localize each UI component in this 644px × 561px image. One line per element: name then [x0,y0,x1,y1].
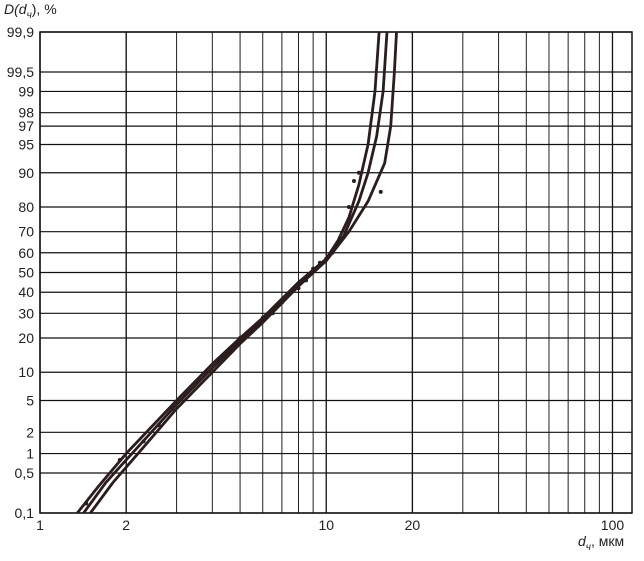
y-tick-label: 70 [18,224,34,240]
data-point [249,328,254,333]
y-tick-label: 40 [18,284,34,300]
data-point [356,170,361,175]
x-tick-label: 2 [122,517,130,533]
data-point [227,347,232,352]
x-axis-label: dч, мкм [578,533,624,553]
y-tick-label: 60 [18,245,34,261]
y-tick-label: 99 [18,83,34,99]
y-tick-label: 30 [18,305,34,321]
data-point [311,266,316,271]
x-tick-label: 10 [318,517,334,533]
x-tick-label: 100 [601,517,625,533]
data-point [378,189,383,194]
y-tick-label: 95 [18,136,34,152]
data-point [182,391,187,396]
y-label-suffix: ), % [32,1,57,17]
data-point [84,501,89,506]
x-tick-label: 20 [405,517,421,533]
y-tick-label: 99,9 [7,24,34,40]
data-point [336,240,341,245]
x-label-sub: ч [586,542,591,553]
y-label-prefix: D(d [4,1,28,17]
data-point [193,379,198,384]
y-tick-label: 10 [18,364,34,380]
data-point [270,311,275,316]
data-point [324,256,329,261]
y-axis-label: D(dч), % [4,1,57,21]
data-point [238,335,243,340]
data-point [296,286,301,291]
data-point [141,439,146,444]
data-point [203,370,208,375]
x-label-prefix: d [578,533,587,549]
data-point [304,278,309,283]
y-tick-label: 80 [18,199,34,215]
data-point [288,290,293,295]
y-tick-label: 2 [26,424,34,440]
data-point [279,300,284,305]
data-point [117,457,122,462]
y-tick-label: 5 [26,393,34,409]
y-tick-label: 90 [18,165,34,181]
y-tick-label: 20 [18,330,34,346]
y-tick-label: 50 [18,265,34,281]
data-point [156,423,161,428]
y-tick-label: 0,5 [15,465,35,481]
curve [76,31,381,514]
data-point [330,250,335,255]
data-point [216,358,221,363]
y-tick-label: 98 [18,105,34,121]
x-tick-label: 1 [36,517,44,533]
y-label-sub: ч [27,10,32,21]
plot-frame [39,31,633,514]
y-tick-label: 0,1 [15,505,35,521]
data-point [346,205,351,210]
data-point [351,179,356,184]
x-label-suffix: , мкм [591,533,624,549]
data-point [317,260,322,265]
data-point [170,406,175,411]
data-point [260,315,265,320]
y-tick-label: 1 [26,446,34,462]
y-tick-label: 99,5 [7,64,34,80]
y-tick-label: 97 [18,118,34,134]
